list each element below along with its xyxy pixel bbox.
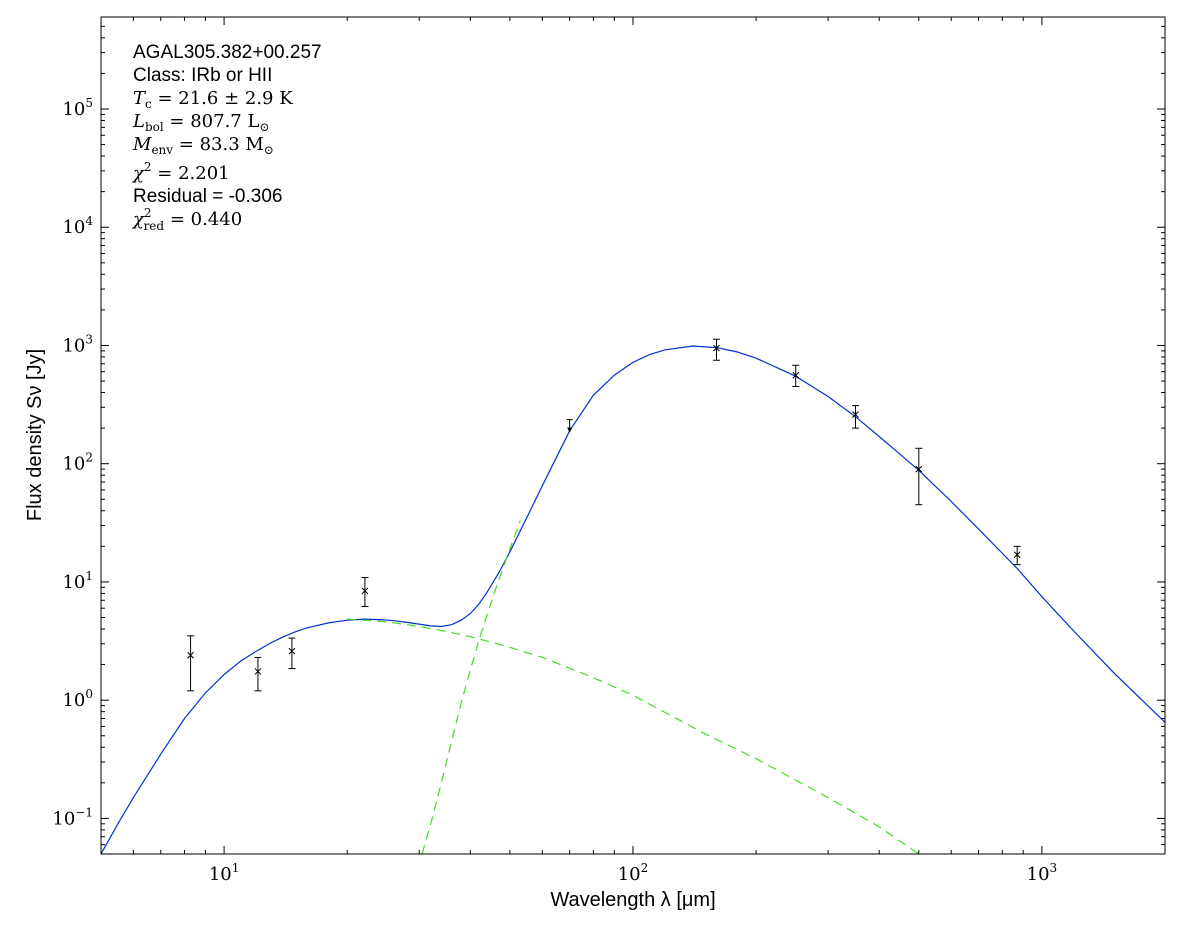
data-points xyxy=(187,338,1021,692)
data-marker xyxy=(852,411,859,418)
fit-annotation: AGAL305.382+00.257 Class: IRb or HII Tc … xyxy=(131,42,322,233)
data-point-7 xyxy=(915,447,923,506)
model-curves xyxy=(101,345,1165,854)
y-tick-label-5: 104 xyxy=(62,214,93,238)
menv-value: Menv = 83.3 M⊙ xyxy=(132,134,274,157)
y-tick-label-3: 102 xyxy=(62,451,93,475)
y-tick-label-1: 100 xyxy=(62,687,93,711)
data-marker xyxy=(361,587,369,595)
plot-frame xyxy=(100,16,1166,855)
data-point-8 xyxy=(1013,545,1021,566)
total-model-curve xyxy=(101,345,1165,854)
source-name: AGAL305.382+00.257 xyxy=(133,42,322,63)
y-axis-label: Flux density Sν [Jy] xyxy=(24,349,46,521)
x-tick-label-1: 102 xyxy=(618,861,649,885)
data-marker xyxy=(187,651,194,659)
data-point-4 xyxy=(712,338,720,361)
x-tick-label-0: 101 xyxy=(209,861,240,885)
data-point-1 xyxy=(254,656,262,692)
y-tick-label-0: 10−1 xyxy=(52,805,93,829)
data-point-3 xyxy=(361,577,369,607)
y-tick-label-4: 103 xyxy=(62,332,93,356)
data-marker xyxy=(1013,551,1021,559)
data-marker xyxy=(288,647,296,655)
data-marker xyxy=(792,371,800,379)
axis-ticks xyxy=(100,16,1166,855)
y-tick-label-2: 101 xyxy=(62,569,93,593)
y-tick-label-6: 105 xyxy=(62,96,93,120)
residual-value: Residual = -0.306 xyxy=(133,186,282,207)
chi2-reduced-value: χ2 red = 0.440 xyxy=(131,206,242,233)
component-model-curve-1 xyxy=(347,618,920,854)
x-tick-label-2: 103 xyxy=(1027,861,1058,885)
class-label: Class: IRb or HII xyxy=(133,65,272,86)
tick-labels: 101 102 103 10−1 100 101 102 103 104 105 xyxy=(52,96,1057,885)
lbol-value: Lbol = 807.7 L⊙ xyxy=(132,111,270,134)
data-point-6 xyxy=(851,405,859,429)
data-marker xyxy=(254,668,262,675)
data-point-5 xyxy=(792,364,800,387)
data-marker xyxy=(713,344,720,352)
upper-limit-0 xyxy=(566,419,573,433)
component-model-curve-2 xyxy=(421,520,521,854)
upper-limit-arrow xyxy=(567,427,573,433)
data-marker xyxy=(915,465,923,473)
chi2-value: χ2 = 2.201 xyxy=(131,160,230,184)
data-point-2 xyxy=(288,637,296,670)
data-point-0 xyxy=(187,635,195,692)
x-axis-label: Wavelength λ [μm] xyxy=(550,889,715,911)
tc-value: Tc = 21.6 ± 2.9 K xyxy=(133,88,293,111)
